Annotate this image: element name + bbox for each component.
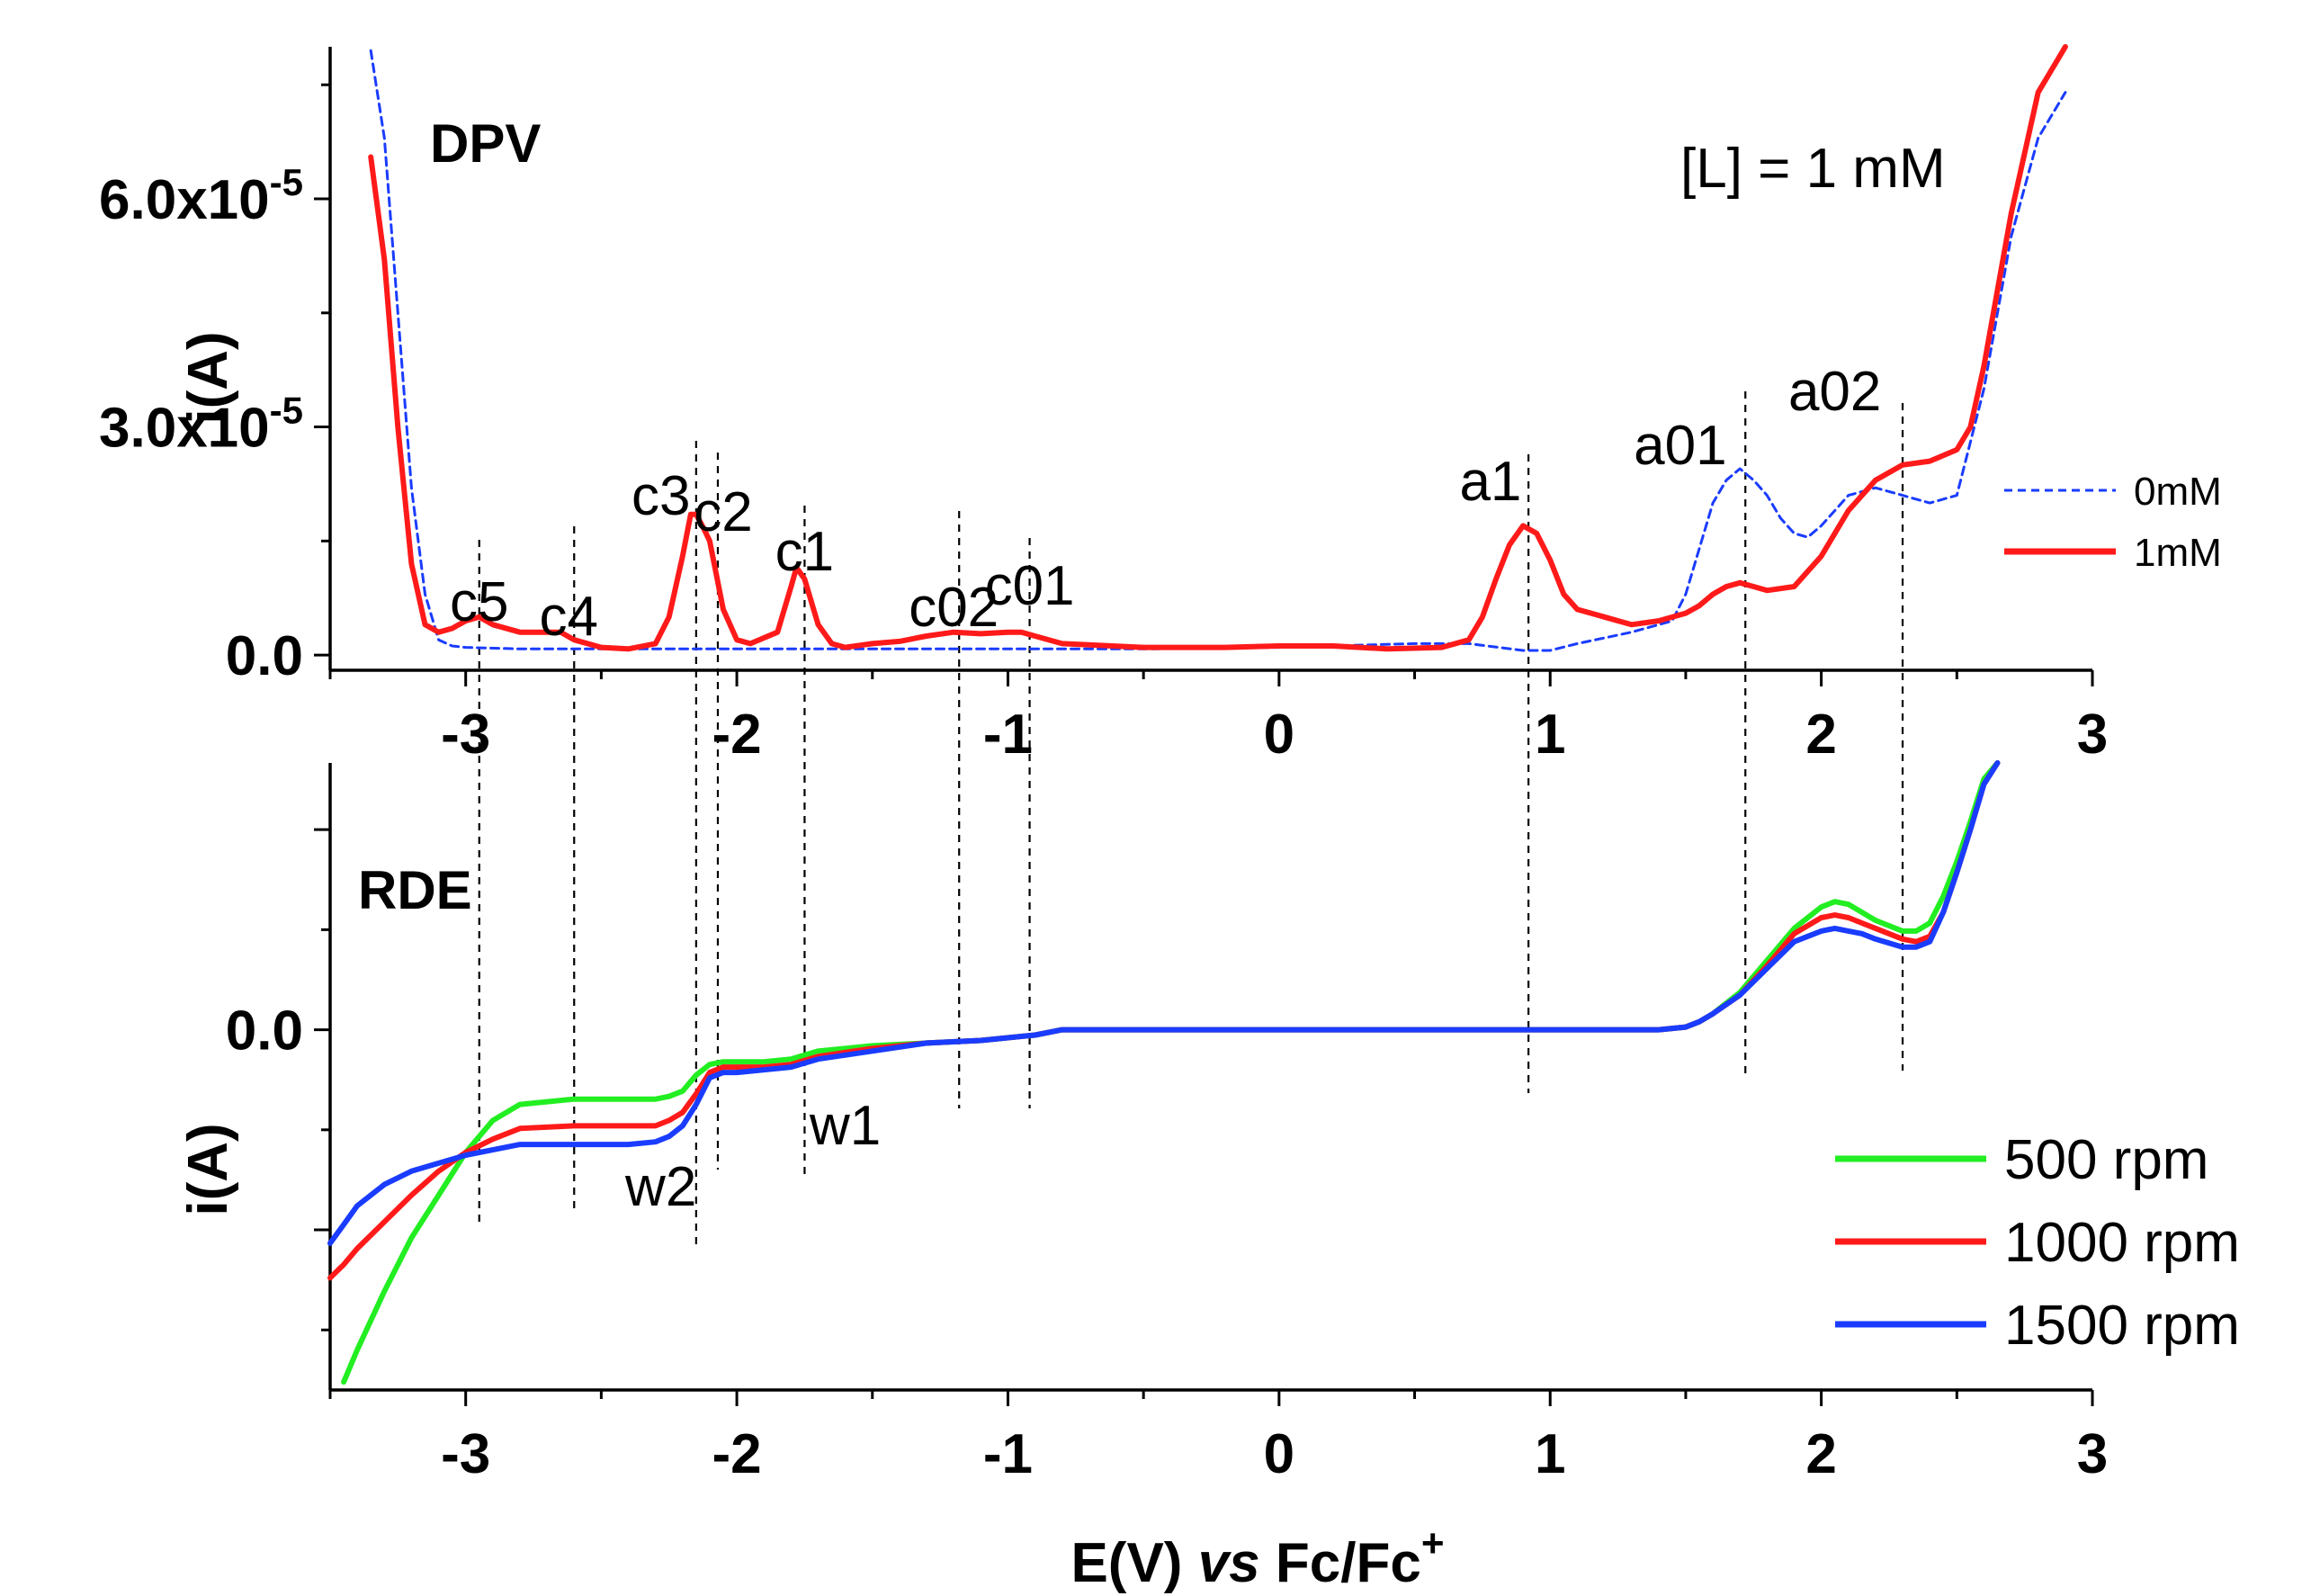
peak-label-c02: c02 [909,577,999,639]
dpv-x-tick-label: 1 [1535,704,1565,766]
rde-x-tick-label: 2 [1805,1423,1836,1485]
x-axis-label: E(V) vs Fc/Fc+ [1070,1521,1444,1594]
rde-legend-label-500-rpm: 500 rpm [2004,1129,2208,1191]
peak-label-c2: c2 [694,481,752,543]
rde-series-500-rpm [341,760,2001,1385]
series-group [327,44,2068,1385]
dpv-y-tick-exponent: -5 [270,390,303,432]
rde-x-tick-label: -2 [712,1423,762,1485]
x-axis-label-post: Fc/Fc [1260,1532,1421,1594]
dpv-legend-label-1mm: 1mM [2134,531,2222,575]
peak-label-a01: a01 [1634,415,1726,477]
dpv-y-tick-mantissa: 0.0 [226,625,303,687]
panel-label-rde: RDE [358,860,472,920]
dpv-y-axis-label: i(A) [177,331,239,424]
concentration-annotation: [L] = 1 mM [1680,138,1946,200]
dpv-x-tick-label: -1 [983,704,1033,766]
wave-label-w2: w2 [624,1156,696,1218]
dpv-y-tick-label: 6.0x10-5 [99,161,303,231]
x-axis-label-sup: + [1421,1521,1445,1565]
dpv-y-tick-label: 0.0 [226,625,303,687]
rde-series-1500-rpm [327,760,2001,1246]
peak-label-c01: c01 [985,555,1075,617]
peak-label-a02: a02 [1788,361,1881,423]
x-axis-label-italic: vs [1198,1532,1260,1594]
rde-legend-label-1000-rpm: 1000 rpm [2004,1212,2240,1274]
rde-y-tick-label: 0.0 [226,1000,303,1063]
dpv-series-0mm [369,49,2067,652]
rde-series-1000-rpm [327,760,2001,1281]
dpv-y-tick-exponent: -5 [270,161,303,203]
axes: -3 -2 -1 0 1 2 3-3 -2 -1 0 1 2 30.03.0x10-56.0x10-50… [99,47,2108,1485]
dpv-series-1mm [368,44,2068,652]
peak-label-c5: c5 [450,571,508,633]
x-axis-label-pre: E(V) [1070,1532,1197,1594]
rde-x-tick-label: 3 [2077,1423,2108,1485]
legends: 0mM 1mM 500 rpm 1000 rpm 1500 rpm [1835,470,2240,1357]
rde-legend-label-1500-rpm: 1500 rpm [2004,1295,2240,1357]
peak-label-a1: a1 [1459,451,1521,513]
dpv-x-tick-label: 0 [1264,704,1294,766]
dpv-x-tick-label: 3 [2077,704,2108,766]
labels-group: DPV [L] = 1 mM RDE i(A) i(A) E(V) vs Fc/… [177,113,1946,1594]
rde-x-tick-label: 1 [1535,1423,1565,1485]
dpv-x-tick-label: -3 [441,704,490,766]
wave-label-w1: w1 [809,1095,881,1157]
rde-y-axis-label: i(A) [177,1123,239,1215]
rde-x-tick-label: 0 [1264,1423,1294,1485]
peak-label-c1: c1 [775,521,834,583]
panel-label-dpv: DPV [430,113,541,174]
dpv-x-tick-label: -2 [712,704,762,766]
peak-label-c3: c3 [631,465,690,527]
rde-x-tick-label: -3 [441,1423,490,1485]
dpv-y-tick-label: 3.0x10-5 [99,390,303,460]
dpv-y-tick-mantissa: 6.0x10 [99,169,270,231]
dpv-y-tick-mantissa: 3.0x10 [99,398,270,460]
rde-x-tick-label: -1 [983,1423,1033,1485]
dpv-x-tick-label: 2 [1805,704,1836,766]
dpv-legend-label-0mm: 0mM [2134,470,2222,514]
peak-label-c4: c4 [539,586,597,648]
peak-guide-lines [478,391,1904,1246]
